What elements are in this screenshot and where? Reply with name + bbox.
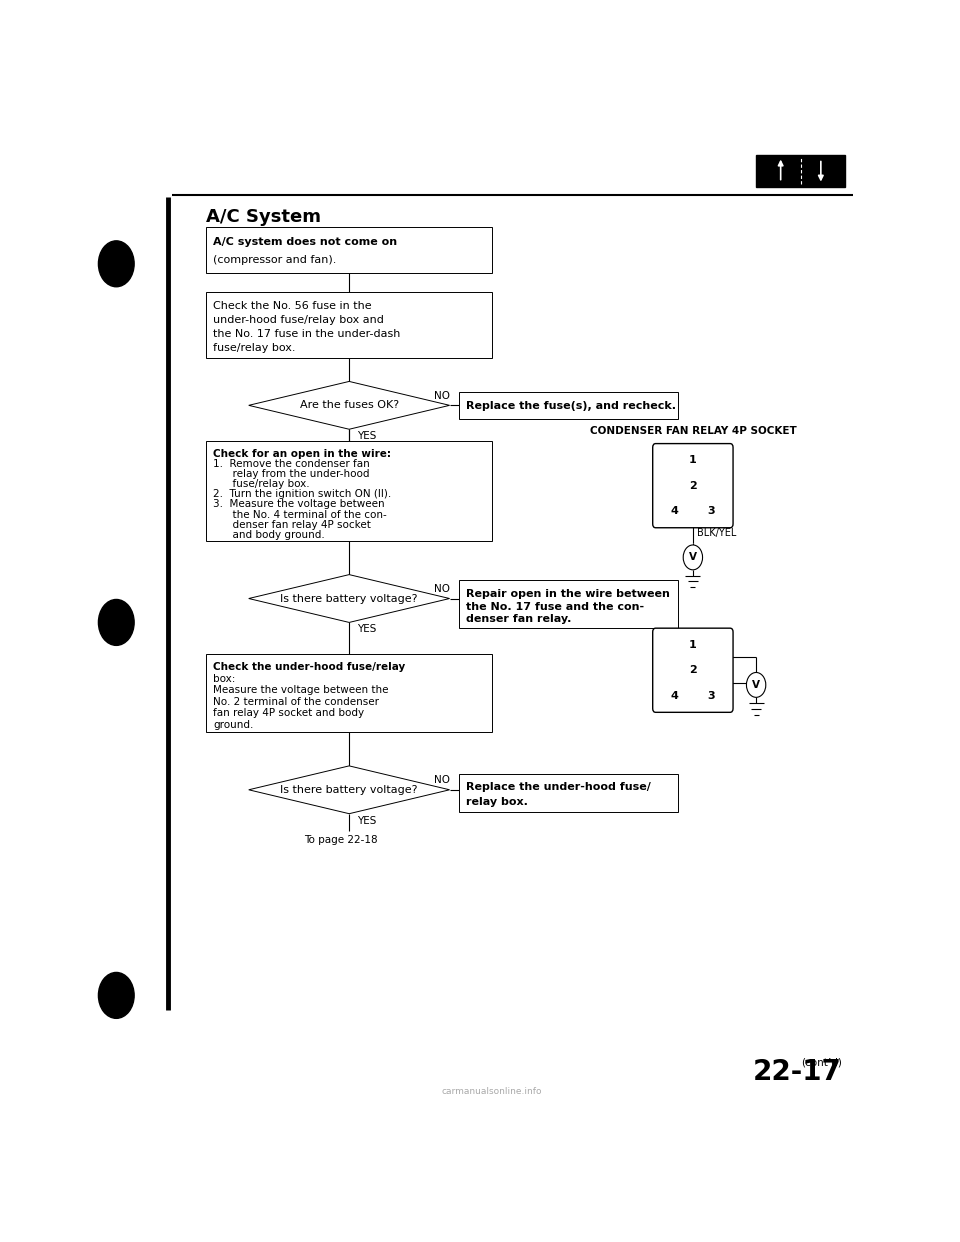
Circle shape xyxy=(99,600,134,646)
FancyBboxPatch shape xyxy=(459,580,678,628)
Text: fan relay 4P socket and body: fan relay 4P socket and body xyxy=(213,708,364,718)
Text: CONDENSER FAN RELAY 4P SOCKET: CONDENSER FAN RELAY 4P SOCKET xyxy=(589,426,796,436)
Text: 3: 3 xyxy=(708,507,715,517)
FancyBboxPatch shape xyxy=(205,227,492,273)
Text: A/C System: A/C System xyxy=(205,209,321,226)
Text: YES: YES xyxy=(356,816,376,826)
Text: Measure the voltage between the: Measure the voltage between the xyxy=(213,686,389,696)
Circle shape xyxy=(684,545,703,570)
FancyBboxPatch shape xyxy=(205,292,492,358)
Text: 1: 1 xyxy=(689,640,697,650)
Text: Is there battery voltage?: Is there battery voltage? xyxy=(280,594,418,604)
Text: 2: 2 xyxy=(689,666,697,676)
FancyBboxPatch shape xyxy=(459,392,678,419)
Text: No. 2 terminal of the condenser: No. 2 terminal of the condenser xyxy=(213,697,379,707)
Text: 4: 4 xyxy=(670,691,678,700)
Text: 4: 4 xyxy=(670,507,678,517)
Text: Repair open in the wire between: Repair open in the wire between xyxy=(466,589,670,599)
FancyBboxPatch shape xyxy=(756,155,846,188)
Text: ground.: ground. xyxy=(213,720,253,730)
Text: the No. 4 terminal of the con-: the No. 4 terminal of the con- xyxy=(213,509,387,519)
Text: 2: 2 xyxy=(689,481,697,491)
Text: V: V xyxy=(689,553,697,563)
Text: relay box.: relay box. xyxy=(466,796,528,807)
FancyBboxPatch shape xyxy=(205,655,492,733)
Text: under-hood fuse/relay box and: under-hood fuse/relay box and xyxy=(213,315,384,325)
Text: the No. 17 fuse and the con-: the No. 17 fuse and the con- xyxy=(466,601,644,612)
Text: denser fan relay 4P socket: denser fan relay 4P socket xyxy=(213,519,371,529)
Text: A/C system does not come on: A/C system does not come on xyxy=(213,237,397,247)
Text: Is there battery voltage?: Is there battery voltage? xyxy=(280,785,418,795)
Text: the No. 17 fuse in the under-dash: the No. 17 fuse in the under-dash xyxy=(213,329,400,339)
FancyBboxPatch shape xyxy=(459,774,678,812)
Text: 1.  Remove the condenser fan: 1. Remove the condenser fan xyxy=(213,460,370,469)
Text: Check the No. 56 fuse in the: Check the No. 56 fuse in the xyxy=(213,302,372,312)
Text: (compressor and fan).: (compressor and fan). xyxy=(213,255,336,265)
Circle shape xyxy=(99,241,134,287)
Text: 1: 1 xyxy=(689,455,697,466)
Text: BLK/YEL: BLK/YEL xyxy=(697,529,736,539)
Text: fuse/relay box.: fuse/relay box. xyxy=(213,479,310,489)
Text: 3.  Measure the voltage between: 3. Measure the voltage between xyxy=(213,499,385,509)
Text: relay from the under-hood: relay from the under-hood xyxy=(213,469,370,479)
Text: 22-17: 22-17 xyxy=(753,1058,842,1087)
Text: YES: YES xyxy=(356,431,376,441)
Text: NO: NO xyxy=(434,584,449,594)
Text: Check the under-hood fuse/relay: Check the under-hood fuse/relay xyxy=(213,662,405,672)
Text: (cont’d): (cont’d) xyxy=(801,1057,842,1067)
Text: V: V xyxy=(752,679,760,689)
Text: Are the fuses OK?: Are the fuses OK? xyxy=(300,400,398,410)
Polygon shape xyxy=(249,381,449,430)
Text: box:: box: xyxy=(213,674,235,684)
Polygon shape xyxy=(249,575,449,622)
Text: 3: 3 xyxy=(708,691,715,700)
Text: carmanualsonline.info: carmanualsonline.info xyxy=(442,1087,542,1095)
Circle shape xyxy=(747,672,766,697)
Text: Replace the fuse(s), and recheck.: Replace the fuse(s), and recheck. xyxy=(466,401,676,411)
Text: and body ground.: and body ground. xyxy=(213,529,324,540)
Polygon shape xyxy=(249,766,449,814)
FancyBboxPatch shape xyxy=(653,443,733,528)
Text: NO: NO xyxy=(434,775,449,785)
Text: YES: YES xyxy=(356,625,376,635)
Circle shape xyxy=(99,972,134,1018)
Text: fuse/relay box.: fuse/relay box. xyxy=(213,343,296,353)
Text: NO: NO xyxy=(434,390,449,401)
FancyBboxPatch shape xyxy=(205,441,492,542)
Text: denser fan relay.: denser fan relay. xyxy=(466,615,571,625)
Text: To page 22-18: To page 22-18 xyxy=(304,835,378,845)
Text: Check for an open in the wire:: Check for an open in the wire: xyxy=(213,448,391,460)
FancyBboxPatch shape xyxy=(653,628,733,713)
Text: 2.  Turn the ignition switch ON (II).: 2. Turn the ignition switch ON (II). xyxy=(213,489,392,499)
Text: Replace the under-hood fuse/: Replace the under-hood fuse/ xyxy=(466,782,651,792)
